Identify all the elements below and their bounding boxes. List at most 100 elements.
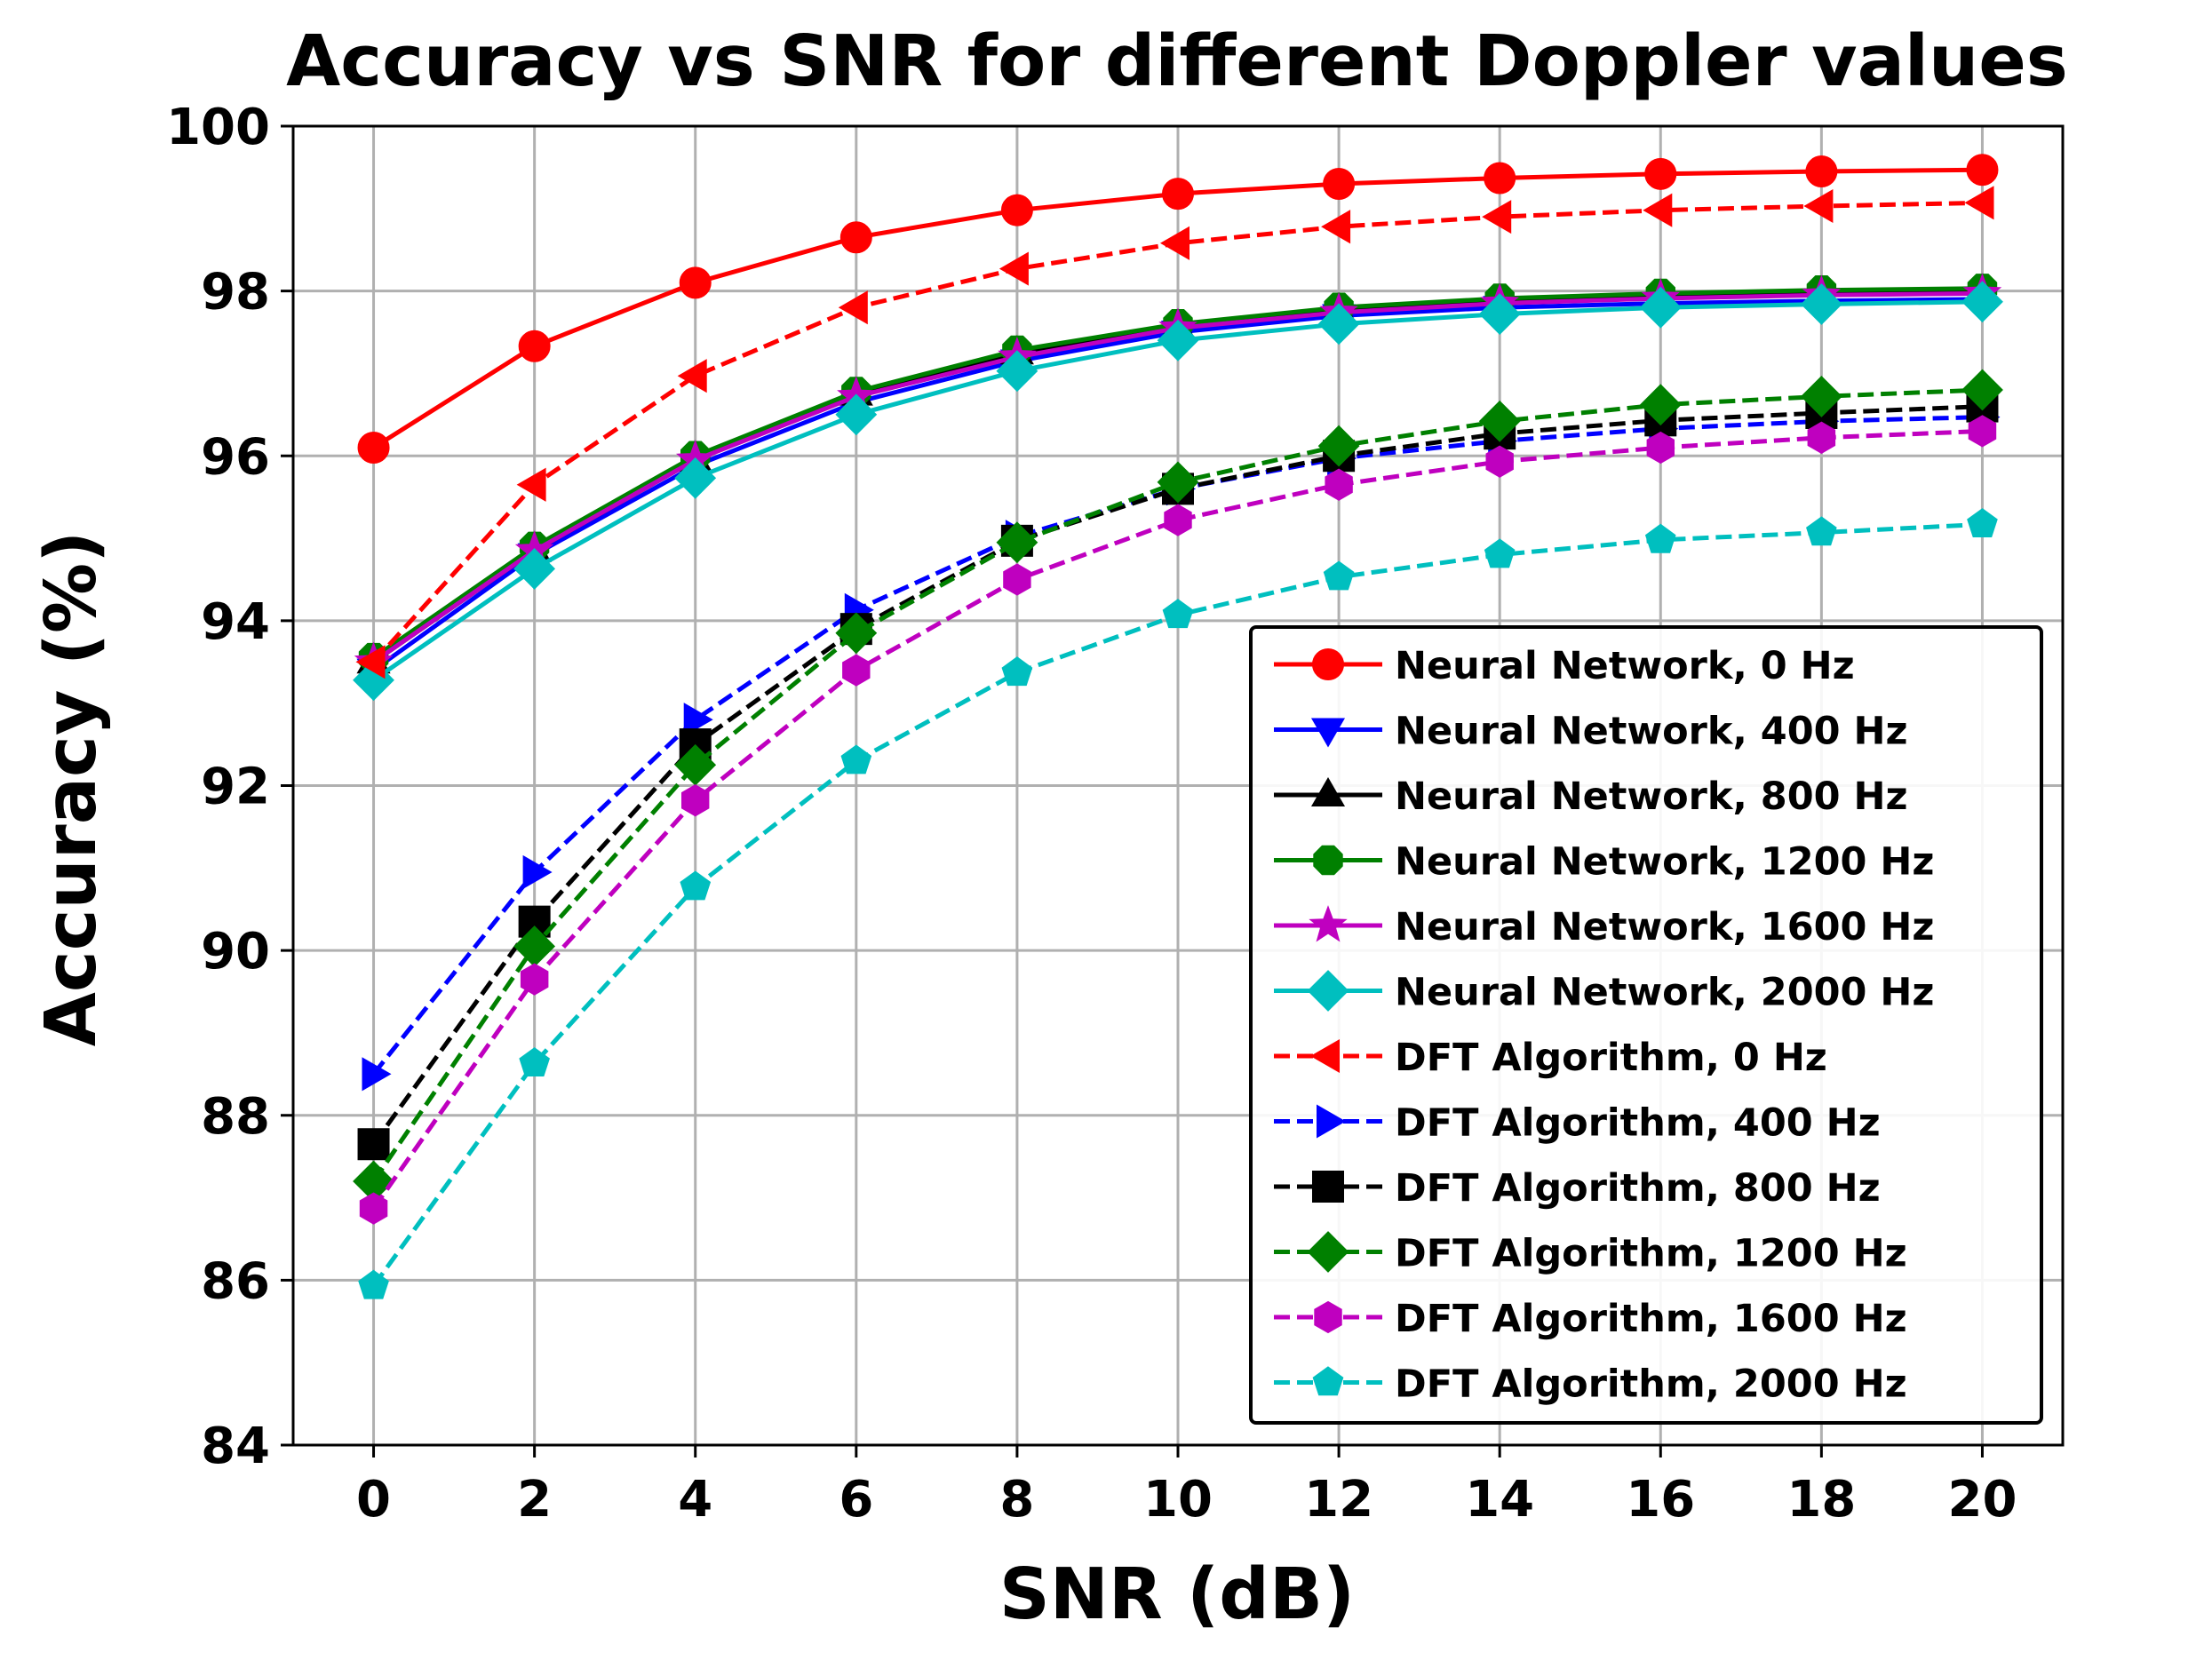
y-tick-label: 86 — [201, 1252, 270, 1310]
legend-item: Neural Network, 0 Hz — [1274, 644, 1855, 688]
data-point — [1000, 194, 1033, 226]
data-point — [842, 654, 871, 687]
data-point — [1639, 384, 1682, 426]
series-line — [371, 428, 1983, 1211]
legend-label: DFT Algorithm, 0 Hz — [1395, 1036, 1827, 1080]
data-point — [1968, 415, 1997, 448]
legend-item: DFT Algorithm, 400 Hz — [1274, 1101, 1881, 1146]
data-point — [1485, 445, 1514, 478]
legend-item: DFT Algorithm, 1600 Hz — [1274, 1297, 1907, 1341]
data-point — [840, 744, 872, 774]
data-point — [1643, 193, 1673, 227]
data-point — [674, 457, 717, 499]
data-point — [1646, 431, 1675, 465]
data-point — [1644, 523, 1676, 553]
legend-label: Neural Network, 1600 Hz — [1395, 905, 1934, 949]
data-point — [358, 1269, 389, 1299]
x-tick-label: 20 — [1947, 1471, 2017, 1529]
data-point — [679, 266, 712, 299]
legend-item: Neural Network, 1200 Hz — [1274, 840, 1934, 885]
data-point — [1325, 468, 1353, 501]
legend-item: DFT Algorithm, 0 Hz — [1274, 1036, 1827, 1080]
series-layer — [353, 154, 2003, 1299]
data-point — [996, 521, 1038, 564]
data-point — [1162, 178, 1194, 210]
x-tick-label: 10 — [1143, 1471, 1213, 1529]
data-point — [1157, 319, 1199, 361]
legend-marker — [1313, 845, 1343, 876]
y-tick-label: 100 — [166, 99, 270, 156]
x-tick-label: 6 — [839, 1471, 873, 1529]
data-point — [1159, 226, 1190, 260]
y-tick-label: 94 — [201, 593, 270, 651]
data-point — [683, 703, 713, 737]
series-dft-algorithm-0-hz — [355, 186, 1994, 679]
series-dft-algorithm-1200-hz — [353, 369, 2003, 1203]
data-point — [1482, 200, 1512, 234]
legend-label: DFT Algorithm, 800 Hz — [1395, 1166, 1881, 1211]
legend-label: DFT Algorithm, 1200 Hz — [1395, 1232, 1907, 1276]
series-neural-network-0-hz — [357, 154, 1999, 464]
legend-marker — [1309, 1038, 1340, 1074]
legend-label: Neural Network, 1200 Hz — [1395, 840, 1934, 885]
y-tick-label: 92 — [201, 759, 270, 816]
x-tick-label: 14 — [1465, 1471, 1534, 1529]
legend-label: Neural Network, 800 Hz — [1395, 774, 1908, 819]
legend-item: Neural Network, 800 Hz — [1274, 774, 1908, 819]
data-point — [357, 431, 390, 464]
legend-marker — [1314, 1300, 1342, 1334]
series-neural-network-2000-hz — [353, 281, 2003, 702]
x-tick-label: 0 — [356, 1471, 391, 1529]
data-point — [1323, 167, 1356, 200]
data-point — [522, 854, 553, 890]
x-tick-label: 18 — [1786, 1471, 1856, 1529]
data-point — [362, 1057, 392, 1092]
legend-item: Neural Network, 400 Hz — [1274, 710, 1908, 754]
data-point — [518, 330, 551, 362]
legend-label: DFT Algorithm, 1600 Hz — [1395, 1297, 1907, 1341]
data-point — [1478, 293, 1521, 336]
legend-marker — [1310, 718, 1346, 748]
data-point — [1321, 210, 1351, 244]
legend-marker — [1307, 1231, 1349, 1273]
x-tick-label: 2 — [517, 1471, 552, 1529]
series-dft-algorithm-1600-hz — [359, 415, 1997, 1225]
data-point — [835, 612, 878, 655]
data-point — [999, 251, 1029, 286]
data-point — [1967, 508, 1998, 537]
data-point — [1806, 516, 1837, 546]
x-tick-label: 8 — [999, 1471, 1034, 1529]
data-point — [835, 393, 878, 436]
legend-item: Neural Network, 1600 Hz — [1274, 905, 1934, 949]
axis-ticks: 0 2 4 6 8 10 12 14 16 18 20 84 86 88 90 92 94 96 98 100 — [166, 99, 2017, 1529]
x-tick-label: 4 — [678, 1471, 712, 1529]
legend-marker — [1309, 905, 1348, 942]
x-tick-label: 16 — [1626, 1471, 1695, 1529]
data-point — [681, 784, 710, 817]
legend-item: DFT Algorithm, 1200 Hz — [1274, 1231, 1907, 1276]
series-dft-algorithm-2000-hz — [358, 508, 1998, 1299]
legend-label: Neural Network, 0 Hz — [1395, 644, 1855, 688]
data-point — [1162, 599, 1194, 629]
data-point — [1961, 369, 2003, 411]
data-point — [1157, 461, 1199, 504]
data-point — [359, 1192, 388, 1225]
data-point — [1001, 656, 1033, 687]
data-point — [355, 645, 386, 679]
data-point — [1800, 283, 1842, 325]
legend-box — [1249, 625, 2043, 1425]
data-point — [1805, 155, 1838, 188]
x-axis-label: SNR (dB) — [999, 1553, 1355, 1635]
y-tick-label: 96 — [201, 428, 270, 486]
data-point — [1807, 421, 1836, 454]
data-point — [1964, 186, 1994, 220]
legend-item: DFT Algorithm, 2000 Hz — [1274, 1362, 1907, 1407]
data-point — [1639, 286, 1682, 329]
data-point — [1800, 375, 1842, 417]
data-point — [357, 1128, 390, 1161]
data-point — [1484, 162, 1516, 195]
y-tick-label: 98 — [201, 264, 270, 322]
data-point — [1003, 563, 1031, 596]
legend-marker — [1307, 970, 1349, 1012]
